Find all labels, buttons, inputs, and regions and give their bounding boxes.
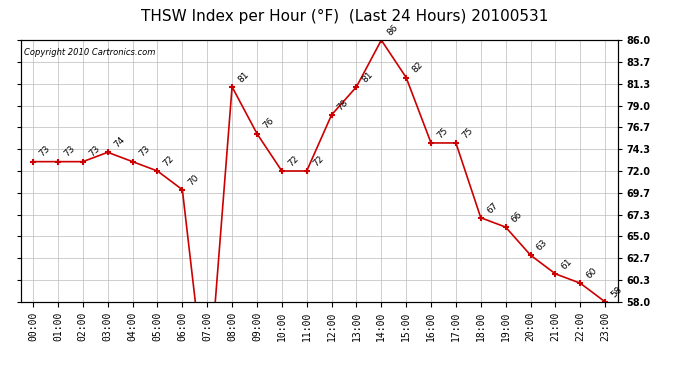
Text: 73: 73: [137, 144, 151, 159]
Text: THSW Index per Hour (°F)  (Last 24 Hours) 20100531: THSW Index per Hour (°F) (Last 24 Hours)…: [141, 9, 549, 24]
Text: 72: 72: [311, 154, 325, 168]
Text: 72: 72: [161, 154, 176, 168]
Text: 75: 75: [435, 126, 450, 140]
Text: 74: 74: [112, 135, 126, 150]
Text: 81: 81: [361, 70, 375, 84]
Text: Copyright 2010 Cartronics.com: Copyright 2010 Cartronics.com: [23, 48, 155, 57]
Text: 70: 70: [186, 172, 201, 187]
Text: 61: 61: [560, 256, 574, 271]
Text: 60: 60: [584, 266, 599, 280]
Text: 81: 81: [236, 70, 250, 84]
Text: 72: 72: [286, 154, 300, 168]
Text: 73: 73: [62, 144, 77, 159]
Text: 73: 73: [37, 144, 52, 159]
Text: 73: 73: [87, 144, 101, 159]
Text: 75: 75: [460, 126, 475, 140]
Text: 47: 47: [0, 374, 1, 375]
Text: 86: 86: [386, 23, 400, 38]
Text: 67: 67: [485, 201, 500, 215]
Text: 66: 66: [510, 210, 524, 224]
Text: 82: 82: [411, 60, 425, 75]
Text: 58: 58: [609, 285, 624, 299]
Text: 78: 78: [336, 98, 351, 112]
Text: 76: 76: [261, 116, 275, 131]
Text: 63: 63: [535, 238, 549, 252]
